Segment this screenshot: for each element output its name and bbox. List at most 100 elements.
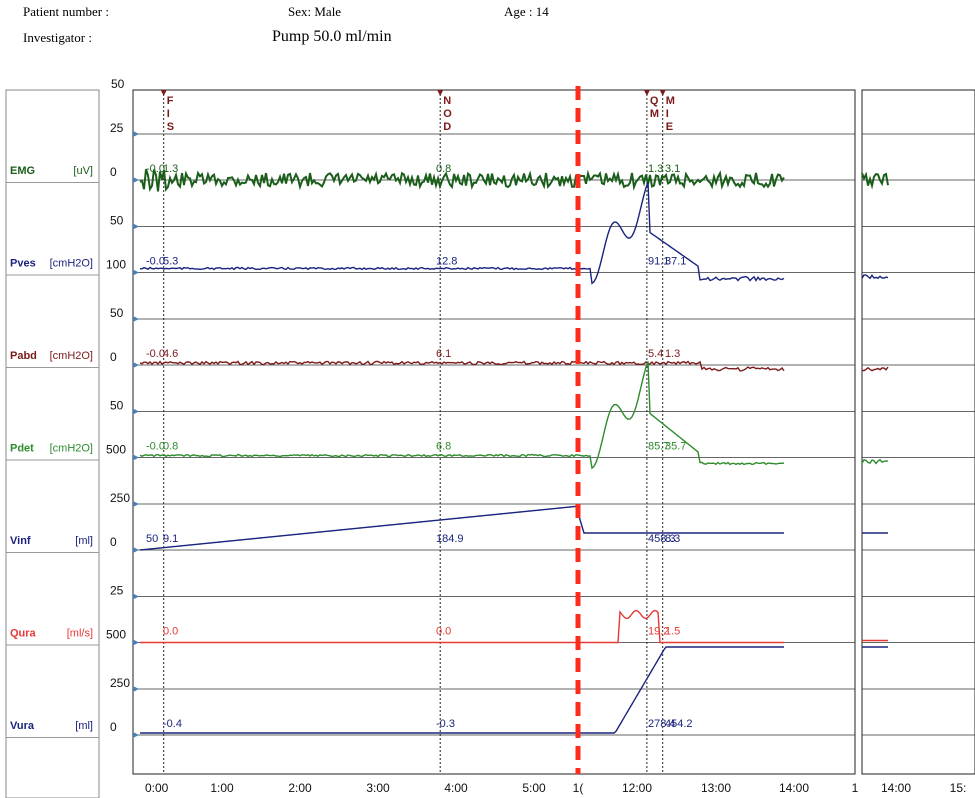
x-tick-label: 2:00: [288, 781, 312, 795]
signal-trace-right: [861, 273, 889, 280]
axis-marker: [133, 593, 139, 600]
event-marker-label: M: [666, 95, 675, 107]
channel-name: Pdet: [10, 443, 34, 455]
event-marker-flag: [659, 90, 666, 96]
value-label: 35.7: [665, 441, 686, 453]
channel-unit: [ml]: [75, 720, 93, 732]
pump-rate-label: Pump 50.0 ml/min: [272, 28, 392, 45]
value-label: 454.2: [665, 718, 693, 730]
axis-tick-label: 0: [110, 350, 117, 364]
value-label: 4.6: [163, 348, 178, 360]
axis-tick-label: 250: [110, 491, 130, 505]
event-marker-label: S: [167, 121, 174, 133]
channel-name: Pves: [10, 258, 36, 270]
value-label: 0.8: [436, 163, 451, 175]
axis-tick-label: 25: [110, 121, 124, 135]
channel-unit: [ml]: [75, 535, 93, 547]
event-marker-label: M: [650, 108, 659, 120]
channel-name: Pabd: [10, 350, 37, 362]
plot-frame-right: [861, 89, 975, 775]
value-label: 0.8: [163, 441, 178, 453]
channel-unit: [ml/s]: [67, 628, 93, 640]
value-label: 91.1: [648, 256, 669, 268]
channel-unit: [cmH2O]: [50, 443, 93, 455]
axis-tick-label: 50: [110, 306, 124, 320]
patient-number-label: Patient number :: [23, 4, 109, 19]
axis-tick-label: 0: [110, 720, 117, 734]
value-label: -0.0: [146, 163, 165, 175]
x-tick-label: 1: [852, 781, 859, 795]
axis-marker: [133, 408, 139, 415]
top-scale-label: 50: [111, 77, 125, 91]
event-marker-label: Q: [650, 95, 659, 107]
channel-unit: [cmH2O]: [50, 258, 93, 270]
axis-marker: [133, 316, 139, 322]
signal-trace-right: [861, 366, 889, 372]
x-tick-label: 13:00: [701, 781, 731, 795]
channel-unit: [cmH2O]: [50, 350, 93, 362]
channel-unit: [uV]: [73, 165, 93, 177]
channel-name: Qura: [10, 628, 37, 640]
axis-marker: [133, 131, 139, 137]
x-tick-label: 4:00: [444, 781, 468, 795]
x-tick-label: 1(: [573, 781, 584, 795]
axis-tick-label: 0: [110, 535, 117, 549]
value-label: 184.9: [436, 533, 464, 545]
signal-trace-right: [861, 171, 889, 190]
signal-trace: [139, 181, 785, 285]
axis-tick-label: 25: [110, 584, 124, 598]
event-marker-flag: [643, 90, 650, 96]
axis-tick-label: 0: [110, 165, 117, 179]
event-marker-flag: [437, 90, 444, 96]
axis-marker: [133, 454, 139, 461]
plot-frame: [132, 89, 856, 775]
axis-tick-label: 250: [110, 676, 130, 690]
value-label: -0.4: [163, 718, 182, 730]
value-label: -0.0: [146, 441, 165, 453]
x-tick-label: 14:00: [779, 781, 809, 795]
signal-trace: [139, 168, 785, 192]
value-label: 8.3: [665, 533, 680, 545]
axis-tick-label: 100: [106, 258, 126, 272]
signal-trace-right: [861, 458, 889, 465]
event-marker-label: N: [443, 95, 451, 107]
axis-tick-label: 50: [110, 399, 124, 413]
event-marker-label: I: [167, 108, 170, 120]
x-tick-label: 14:00: [881, 781, 911, 795]
signal-trace: [139, 360, 785, 372]
axis-tick-label: 50: [110, 214, 124, 228]
signal-trace: [139, 505, 784, 551]
value-label: -0.3: [436, 718, 455, 730]
event-marker-label: D: [443, 121, 451, 133]
x-tick-label: 0:00: [145, 781, 169, 795]
axis-marker: [133, 732, 139, 738]
investigator-label: Investigator :: [23, 30, 92, 45]
value-label: 5.3: [163, 256, 178, 268]
axis-tick-label: 500: [106, 443, 126, 457]
value-label: -0.0: [146, 256, 165, 268]
x-tick-label: 12:00: [622, 781, 652, 795]
x-tick-label: 3:00: [366, 781, 390, 795]
event-marker-label: I: [666, 108, 669, 120]
axis-marker: [133, 501, 139, 507]
value-label: -0.0: [146, 348, 165, 360]
axis-marker: [133, 223, 139, 230]
value-label: 1.3: [665, 348, 680, 360]
value-label: 1.3: [648, 163, 663, 175]
axis-tick-label: 500: [106, 628, 126, 642]
value-label: 278.4: [648, 718, 676, 730]
value-label: 9.1: [163, 533, 178, 545]
value-label: 50: [146, 533, 158, 545]
channel-name: Vura: [10, 720, 35, 732]
event-marker-label: O: [443, 108, 452, 120]
value-label: 19.2: [648, 626, 669, 638]
signal-trace: [140, 646, 784, 734]
signal-trace: [139, 361, 785, 470]
value-label: 85.7: [648, 441, 669, 453]
axis-marker: [133, 686, 139, 692]
x-tick-label: 5:00: [522, 781, 546, 795]
sex-label: Sex: Male: [288, 4, 342, 19]
value-label: 0.0: [436, 626, 451, 638]
value-label: 6.1: [436, 348, 451, 360]
event-marker-label: F: [167, 95, 174, 107]
